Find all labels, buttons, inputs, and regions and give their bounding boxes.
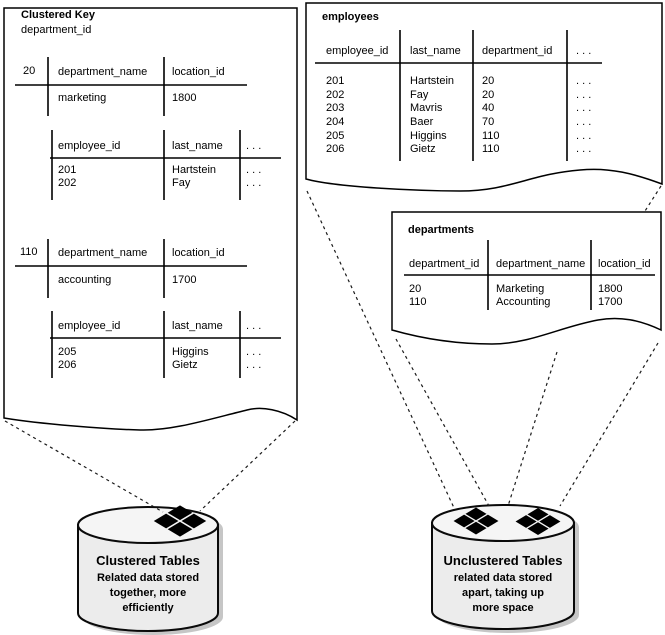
cluster-group-20-rules bbox=[15, 57, 281, 200]
dept-header: location_id bbox=[172, 247, 225, 259]
employees-cell: 202 bbox=[326, 89, 345, 101]
ellipsis-column: . . . bbox=[576, 75, 592, 87]
emp-cell: Higgins bbox=[172, 346, 209, 358]
emp-header: last_name bbox=[172, 140, 223, 152]
emp-cell: Fay bbox=[172, 177, 191, 189]
unclustered-cylinder-title: Unclustered Tables bbox=[443, 553, 563, 568]
clustered-key-subtitle: department_id bbox=[21, 24, 92, 36]
employees-header: last_name bbox=[410, 45, 461, 57]
departments-cell: 1700 bbox=[598, 296, 623, 308]
clustered-cylinder-description: Related data stored together, more effic… bbox=[96, 572, 200, 614]
employees-cell: Higgins bbox=[410, 130, 447, 142]
clustered-cylinder-title: Clustered Tables bbox=[96, 553, 200, 568]
emp-cell: 202 bbox=[58, 177, 77, 189]
emp-cell: Gietz bbox=[172, 359, 198, 371]
departments-table-title: departments bbox=[408, 224, 475, 236]
departments-cell: 1800 bbox=[598, 283, 623, 295]
emp-header: last_name bbox=[172, 320, 223, 332]
dept-cell: marketing bbox=[58, 92, 107, 104]
employees-cell: Baer bbox=[410, 116, 434, 128]
employees-cell: 205 bbox=[326, 130, 345, 142]
clustered-cylinder bbox=[77, 506, 223, 635]
clustered-key-title: Clustered Key bbox=[21, 9, 95, 21]
dept-cell: 1700 bbox=[172, 274, 197, 286]
ellipsis-column: . . . bbox=[246, 346, 262, 358]
departments-cell: 20 bbox=[409, 283, 422, 295]
departments-header: department_id bbox=[409, 258, 480, 270]
ellipsis-column: . . . bbox=[576, 102, 592, 114]
employees-cell: 110 bbox=[482, 130, 500, 142]
departments-cell: Marketing bbox=[496, 283, 545, 295]
clustered-key-panel-outline bbox=[3, 7, 298, 431]
ellipsis-column: . . . bbox=[246, 359, 262, 371]
ellipsis-column: . . . bbox=[576, 45, 592, 57]
departments-cell: 110 bbox=[409, 296, 427, 308]
cluster-group-110-rules bbox=[15, 239, 281, 378]
employees-cell: 206 bbox=[326, 143, 345, 155]
employees-cell: 201 bbox=[326, 75, 345, 87]
employees-cell: 20 bbox=[482, 75, 495, 87]
ellipsis-column: . . . bbox=[246, 177, 262, 189]
emp-cell: 206 bbox=[58, 359, 77, 371]
departments-table-rules bbox=[404, 240, 655, 310]
departments-panel-outline bbox=[391, 211, 662, 345]
dept-cell: 1800 bbox=[172, 92, 197, 104]
employees-cell: 70 bbox=[482, 116, 495, 128]
ellipsis-column: . . . bbox=[576, 143, 592, 155]
ellipsis-column: . . . bbox=[246, 164, 262, 176]
departments-header: department_name bbox=[496, 258, 586, 270]
employees-table-title: employees bbox=[322, 11, 379, 23]
ellipsis-column: . . . bbox=[576, 130, 592, 142]
departments-header: location_id bbox=[598, 258, 651, 270]
ellipsis-column: . . . bbox=[246, 140, 262, 152]
employees-header: employee_id bbox=[326, 45, 389, 57]
emp-header: employee_id bbox=[58, 320, 121, 332]
employees-cell: Mavris bbox=[410, 102, 443, 114]
employees-cell: 110 bbox=[482, 143, 500, 155]
employees-cell: Gietz bbox=[410, 143, 436, 155]
employees-panel-outline bbox=[305, 2, 663, 192]
dashed-connectors bbox=[4, 185, 662, 513]
employees-cell: Hartstein bbox=[410, 75, 455, 87]
departments-cell: Accounting bbox=[496, 296, 551, 308]
employees-header: department_id bbox=[482, 45, 553, 57]
employees-cell: Fay bbox=[410, 89, 429, 101]
dept-header: location_id bbox=[172, 66, 225, 78]
dept-cell: accounting bbox=[58, 274, 112, 286]
employees-cell: 203 bbox=[326, 102, 345, 114]
cluster-key-value: 110 bbox=[20, 246, 38, 258]
ellipsis-column: . . . bbox=[576, 89, 592, 101]
ellipsis-column: . . . bbox=[576, 116, 592, 128]
dept-header: department_name bbox=[58, 66, 148, 78]
emp-cell: Hartstein bbox=[172, 164, 217, 176]
employees-cell: 40 bbox=[482, 102, 495, 114]
cluster-key-value: 20 bbox=[23, 65, 36, 77]
employees-cell: 20 bbox=[482, 89, 495, 101]
emp-header: employee_id bbox=[58, 140, 121, 152]
ellipsis-column: . . . bbox=[246, 320, 262, 332]
emp-cell: 205 bbox=[58, 346, 77, 358]
employees-cell: 204 bbox=[326, 116, 345, 128]
unclustered-cylinder-description: related data stored apart, taking up mor… bbox=[453, 572, 553, 614]
employees-table-rules bbox=[315, 30, 602, 161]
dept-header: department_name bbox=[58, 247, 148, 259]
emp-cell: 201 bbox=[58, 164, 77, 176]
